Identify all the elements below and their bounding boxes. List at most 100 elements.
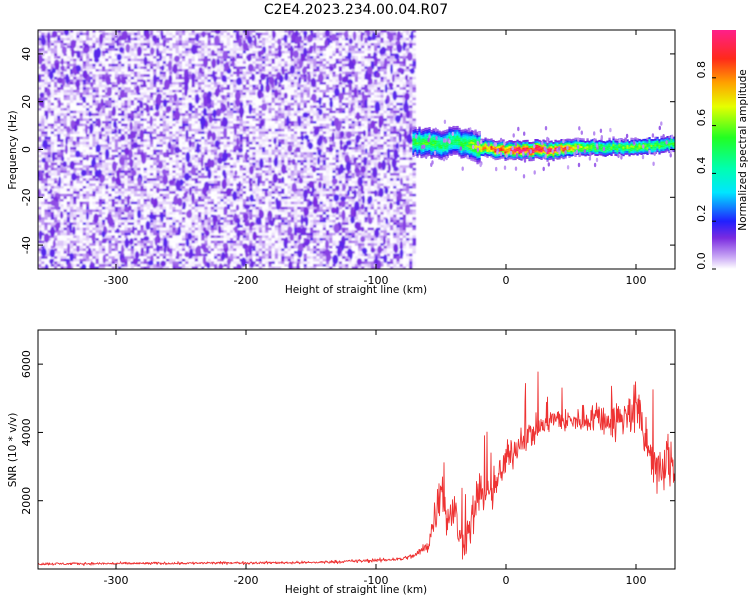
heatmap-cell [204,253,208,257]
heatmap-cell [102,154,106,158]
heatmap-cell [118,71,122,75]
heatmap-cell [185,201,189,205]
heatmap-cell [137,240,141,244]
heatmap-cell [143,214,148,218]
heatmap-cell [182,56,186,59]
heatmap-cell [121,243,125,247]
heatmap-cell [127,165,132,169]
heatmap-cell [60,264,64,267]
heatmap-cell [198,50,202,54]
heatmap-cell [57,92,61,96]
heatmap-cell [44,128,48,132]
heatmap-cell [194,66,199,70]
heatmap-cell [73,154,77,158]
heatmap-cell [194,108,199,111]
heatmap-cell [169,69,173,72]
heatmap-cell [194,89,199,93]
heatmap-cell [178,126,183,130]
heatmap-cell [166,204,170,208]
heatmap-cell [182,134,186,137]
heatmap-cell [146,79,151,83]
heatmap-cell [188,180,192,184]
heatmap-cell [121,102,125,106]
heatmap-cell [150,108,154,111]
heatmap-cell [108,167,112,171]
heatmap-cell [70,219,74,223]
heatmap-cell [134,121,138,124]
heatmap-cell [47,219,52,223]
heatmap-cell [108,147,112,150]
heatmap-cell [66,53,71,57]
heatmap-cell [89,149,93,153]
heatmap-cell [210,76,215,80]
heatmap-cell [182,235,186,239]
heatmap-cell [175,32,180,36]
heatmap-cell [70,261,74,265]
heatmap-cell [79,134,84,137]
heatmap-cell [98,193,103,197]
heatmap-cell [182,240,186,244]
heatmap-cell [70,222,74,226]
heatmap-cell [204,43,208,46]
heatmap-cell [150,92,154,96]
heatmap-cell [38,147,42,150]
heatmap-cell [108,183,112,187]
heatmap-cell [137,160,141,163]
heatmap-cell [162,253,167,257]
heatmap-cell [153,53,157,57]
heatmap-cell [156,126,160,130]
heatmap-cell [166,173,170,176]
heatmap-cell [159,126,164,130]
heatmap-cell [140,141,144,145]
heatmap-cell [130,84,135,88]
heatmap-cell [137,165,141,169]
heatmap-cell [137,74,141,78]
heatmap-cell [166,183,170,187]
heatmap-cell [140,238,144,241]
heatmap-cell [86,61,90,65]
heatmap-cell [60,165,64,169]
heatmap-cell [95,212,100,215]
heatmap-cell [60,56,64,59]
heatmap-cell [127,37,132,41]
heatmap-cell [57,209,61,213]
heatmap-cell [182,105,186,109]
heatmap-cell [146,134,151,137]
heatmap-cell [111,63,116,67]
heatmap-cell [175,100,180,104]
heatmap-cell [105,115,109,119]
heatmap-cell [143,108,148,111]
heatmap-cell [70,71,74,75]
heatmap-cell [47,261,52,265]
heatmap-cell [79,217,84,221]
heatmap-cell [198,102,202,106]
heatmap-cell [54,136,58,140]
heatmap-cell [41,238,45,241]
heatmap-cell [140,149,144,153]
heatmap-cell [140,126,144,130]
heatmap-cell [57,266,61,269]
heatmap-cell [86,95,90,98]
heatmap-cell [50,43,55,46]
heatmap-cell [44,50,48,54]
heatmap-cell [182,175,186,179]
heatmap-cell [50,222,55,226]
heatmap-cell [108,134,112,137]
heatmap-cell [82,217,87,221]
heatmap-cell [134,97,138,101]
heatmap-cell [70,180,74,184]
heatmap-cell [127,97,132,101]
heatmap-cell [60,160,64,163]
heatmap-cell [169,53,173,57]
heatmap-cell [63,61,68,65]
heatmap-cell [150,245,154,249]
heatmap-cell [172,160,176,163]
heatmap-cell [76,212,80,215]
heatmap-cell [153,126,157,130]
heatmap-cell [70,147,74,150]
heatmap-cell [73,134,77,137]
heatmap-cell [89,136,93,140]
heatmap-cell [73,219,77,223]
heatmap-cell [98,251,103,254]
heatmap-cell [114,204,119,208]
